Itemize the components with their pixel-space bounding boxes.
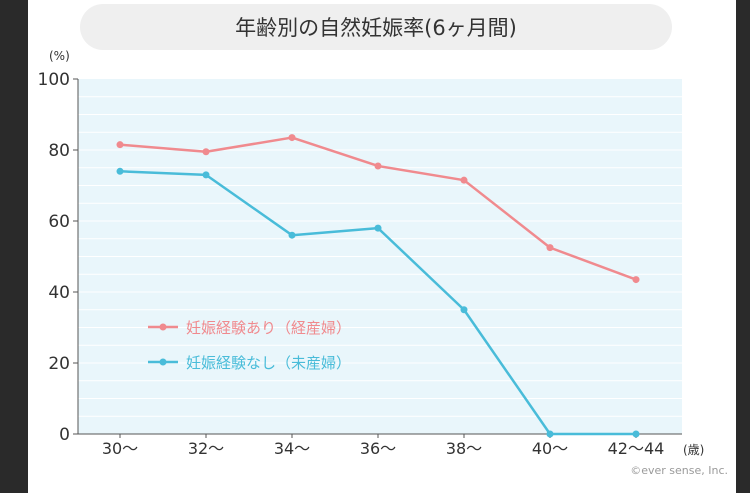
data-point xyxy=(460,306,468,314)
data-point xyxy=(632,276,640,284)
data-point xyxy=(202,171,210,179)
y-tick-label: 20 xyxy=(48,354,70,374)
data-point xyxy=(460,176,468,184)
legend-swatch-point xyxy=(159,358,167,366)
data-point xyxy=(116,141,124,149)
x-tick-label: 30〜 xyxy=(102,439,138,458)
x-tick-label: 34〜 xyxy=(274,439,310,458)
data-point xyxy=(374,162,382,170)
legend-label: 妊娠経験なし（未産婦） xyxy=(186,354,351,372)
x-tick-label: 40〜 xyxy=(532,439,568,458)
y-tick-label: 0 xyxy=(59,425,70,445)
legend-swatch-point xyxy=(159,323,167,331)
data-point xyxy=(374,224,382,232)
data-point xyxy=(546,244,554,252)
y-tick-label: 100 xyxy=(38,70,70,90)
x-axis-unit-label: (歳) xyxy=(683,443,704,457)
data-point xyxy=(116,167,124,175)
y-tick-label: 80 xyxy=(48,141,70,161)
x-tick-label: 32〜 xyxy=(188,439,224,458)
data-point xyxy=(632,430,640,438)
data-point xyxy=(288,134,296,142)
x-tick-label: 36〜 xyxy=(360,439,396,458)
legend-label: 妊娠経験あり（経産婦） xyxy=(186,319,351,337)
y-tick-label: 40 xyxy=(48,283,70,303)
x-tick-label: 42〜44 xyxy=(608,439,665,458)
y-tick-label: 60 xyxy=(48,212,70,232)
chart-title: 年齢別の自然妊娠率(6ヶ月間) xyxy=(80,4,672,50)
y-axis-unit-label: (%) xyxy=(49,49,70,63)
data-point xyxy=(288,231,296,239)
copyright-text: ©ever sense, Inc. xyxy=(630,464,728,477)
data-point xyxy=(546,430,554,438)
data-point xyxy=(202,148,210,156)
x-tick-label: 38〜 xyxy=(446,439,482,458)
